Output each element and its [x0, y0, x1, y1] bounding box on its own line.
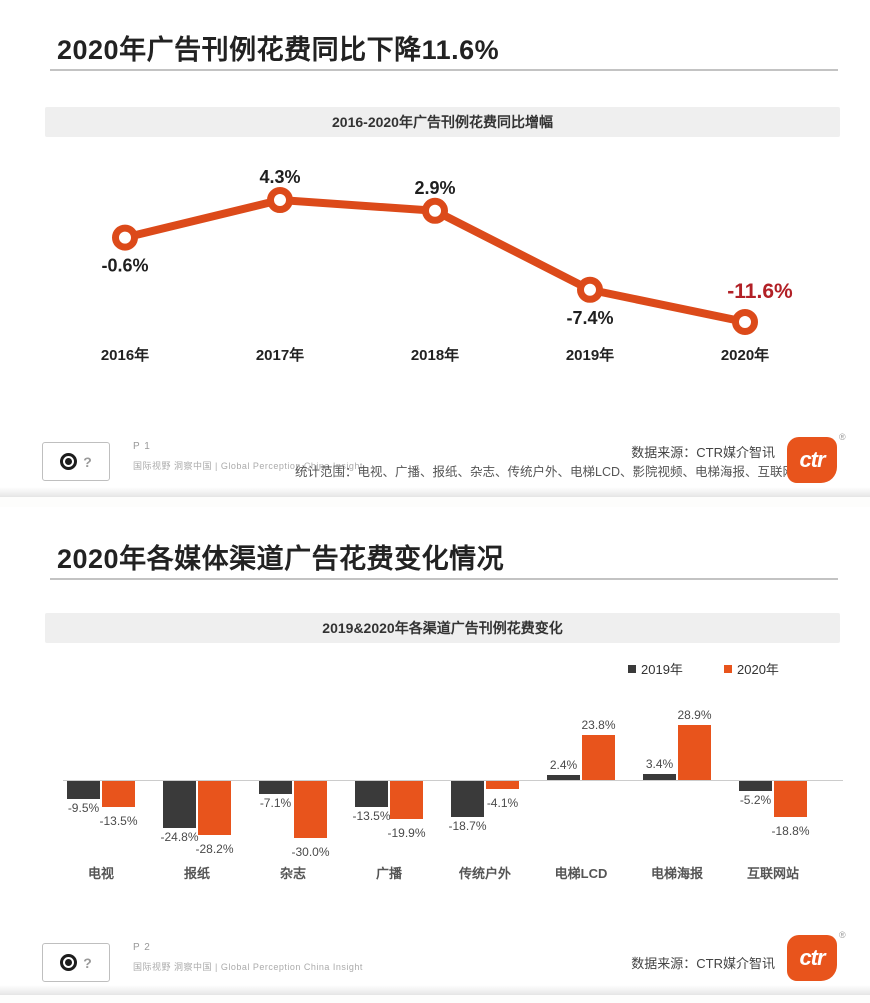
zero-axis-line: [63, 780, 843, 781]
point-value-label: -0.6%: [101, 256, 148, 276]
slide1-title: 2020年广告刊例花费同比下降11.6%: [57, 35, 500, 65]
data-point-marker: [732, 308, 758, 335]
bar-value-label: -24.8%: [160, 830, 199, 845]
registered-mark: ®: [839, 930, 846, 940]
slide2-title: 2020年各媒体渠道广告花费变化情况: [57, 544, 505, 574]
category-label-互联网站: 互联网站: [746, 866, 799, 881]
category-label-电梯LCD: 电梯LCD: [554, 866, 608, 881]
brand-logo: ?: [42, 442, 110, 481]
bar-value-label: 28.9%: [677, 708, 712, 723]
bar-value-label: 3.4%: [645, 756, 674, 771]
brand-tagline: 国际视野 洞察中国 | Global Perception China Insi…: [133, 461, 363, 471]
yoy-line-chart: -0.6% 2016年 4.3% 2017年 2.9% 2018年 -7.4% 2019年 -1…: [101, 167, 793, 364]
category-label-传统户外: 传统户外: [458, 866, 511, 881]
ctr-logo: ctr: [787, 935, 837, 981]
point-value-label: -7.4%: [566, 308, 613, 328]
bar-2019年-杂志: [259, 781, 292, 795]
x-axis-label: 2017年: [256, 346, 304, 364]
bar-value-label: -18.7%: [448, 818, 487, 833]
bar-value-label: 23.8%: [581, 717, 616, 732]
slide-1: 2020年广告刊例花费同比下降11.6% 2016-2020年广告刊例花费同比增…: [0, 0, 870, 497]
bar-value-label: -18.8%: [771, 823, 810, 838]
ctr-logo-text: ctr: [799, 945, 825, 970]
bar-2020年-传统户外: [486, 781, 519, 789]
slide-2: 2020年各媒体渠道广告花费变化情况 2019&2020年各渠道广告刊例花费变化…: [0, 507, 870, 995]
question-glyph-icon: ?: [83, 453, 92, 470]
bar-2019年-电视: [67, 781, 100, 800]
brand-logo: ?: [42, 943, 110, 982]
line-chart-title: 2016-2020年广告刊例花费同比增幅: [332, 114, 553, 130]
bar-2019年-互联网站: [739, 781, 772, 791]
ctr-logo-text: ctr: [799, 447, 825, 472]
category-label-广播: 广播: [375, 866, 402, 881]
page-number: P 2: [133, 942, 151, 953]
bar-2019年-电梯LCD: [547, 775, 580, 780]
bar-2019年-传统户外: [451, 781, 484, 817]
bar-2020年-电梯海报: [678, 725, 711, 780]
x-axis-label: 2019年: [566, 346, 614, 364]
bar-value-label: -4.1%: [486, 795, 519, 810]
bar-2020年-电梯LCD: [582, 734, 615, 780]
bar-value-label: -5.2%: [739, 792, 772, 807]
bar-chart-title: 2019&2020年各渠道广告刊例花费变化: [322, 620, 563, 636]
point-value-label: 2.9%: [414, 178, 455, 198]
category-label-报纸: 报纸: [183, 866, 210, 881]
legend-item-2020: 2020年: [724, 659, 779, 678]
channel-bar-chart: -9.5% -13.5% 电视 -24.8% -28.2% 报纸 -7.1% -30.0% 杂志…: [0, 693, 870, 893]
data-point-marker: [267, 187, 293, 214]
data-source: 数据来源：CTR媒介智讯: [631, 956, 775, 971]
point-value-label: 4.3%: [259, 167, 300, 187]
bar-2020年-杂志: [294, 781, 327, 838]
bar-value-label: -13.5%: [99, 813, 138, 828]
bar-2020年-广播: [390, 781, 423, 819]
bar-value-label: -9.5%: [67, 801, 100, 816]
bar-value-label: -30.0%: [291, 845, 330, 859]
category-label-杂志: 杂志: [279, 866, 306, 881]
legend-item-2019: 2019年: [628, 659, 683, 678]
data-point-marker: [422, 197, 448, 224]
registered-mark: ®: [839, 432, 846, 442]
brand-tagline: 国际视野 洞察中国 | Global Perception China Insi…: [133, 962, 363, 972]
bar-2019年-广播: [355, 781, 388, 807]
stat-scope: 统计范围：电视、广播、报纸、杂志、传统户外、电梯LCD、影院视频、电梯海报、互联…: [295, 465, 808, 479]
point-value-label: -11.6%: [727, 280, 793, 303]
ctr-eye-icon: [60, 954, 78, 971]
legend-label-2019: 2019年: [641, 662, 683, 677]
bar-value-label: -13.5%: [352, 808, 391, 823]
line-chart-title-band: 2016-2020年广告刊例花费同比增幅: [45, 107, 840, 137]
legend-swatch-2020: [724, 664, 732, 673]
ctr-eye-icon: [60, 453, 78, 470]
legend-label-2020: 2020年: [737, 662, 779, 677]
bar-2020年-电视: [102, 781, 135, 807]
title-divider: [50, 578, 838, 580]
bar-value-label: -7.1%: [259, 796, 292, 811]
bar-2019年-报纸: [163, 781, 196, 829]
category-label-电梯海报: 电梯海报: [650, 866, 703, 881]
question-glyph-icon: ?: [83, 954, 92, 971]
data-point-marker: [577, 276, 603, 303]
page-number: P 1: [133, 441, 151, 452]
category-label-电视: 电视: [87, 866, 114, 881]
title-divider: [50, 69, 838, 71]
bar-2020年-报纸: [198, 781, 231, 835]
bar-chart-legend: 2019年 2020年: [0, 659, 870, 678]
legend-swatch-2019: [628, 664, 636, 673]
bar-2019年-电梯海报: [643, 773, 676, 780]
data-source: 数据来源：CTR媒介智讯: [631, 445, 775, 460]
bar-value-label: 2.4%: [549, 758, 578, 773]
ctr-logo: ctr: [787, 437, 837, 483]
bar-value-label: -28.2%: [195, 841, 234, 856]
x-axis-label: 2018年: [411, 346, 459, 364]
x-axis-label: 2016年: [101, 346, 149, 364]
bar-chart-title-band: 2019&2020年各渠道广告刊例花费变化: [45, 613, 840, 643]
bar-2020年-互联网站: [774, 781, 807, 817]
bar-value-label: -19.9%: [387, 825, 426, 840]
data-point-marker: [112, 224, 138, 251]
x-axis-label: 2020年: [721, 346, 769, 364]
